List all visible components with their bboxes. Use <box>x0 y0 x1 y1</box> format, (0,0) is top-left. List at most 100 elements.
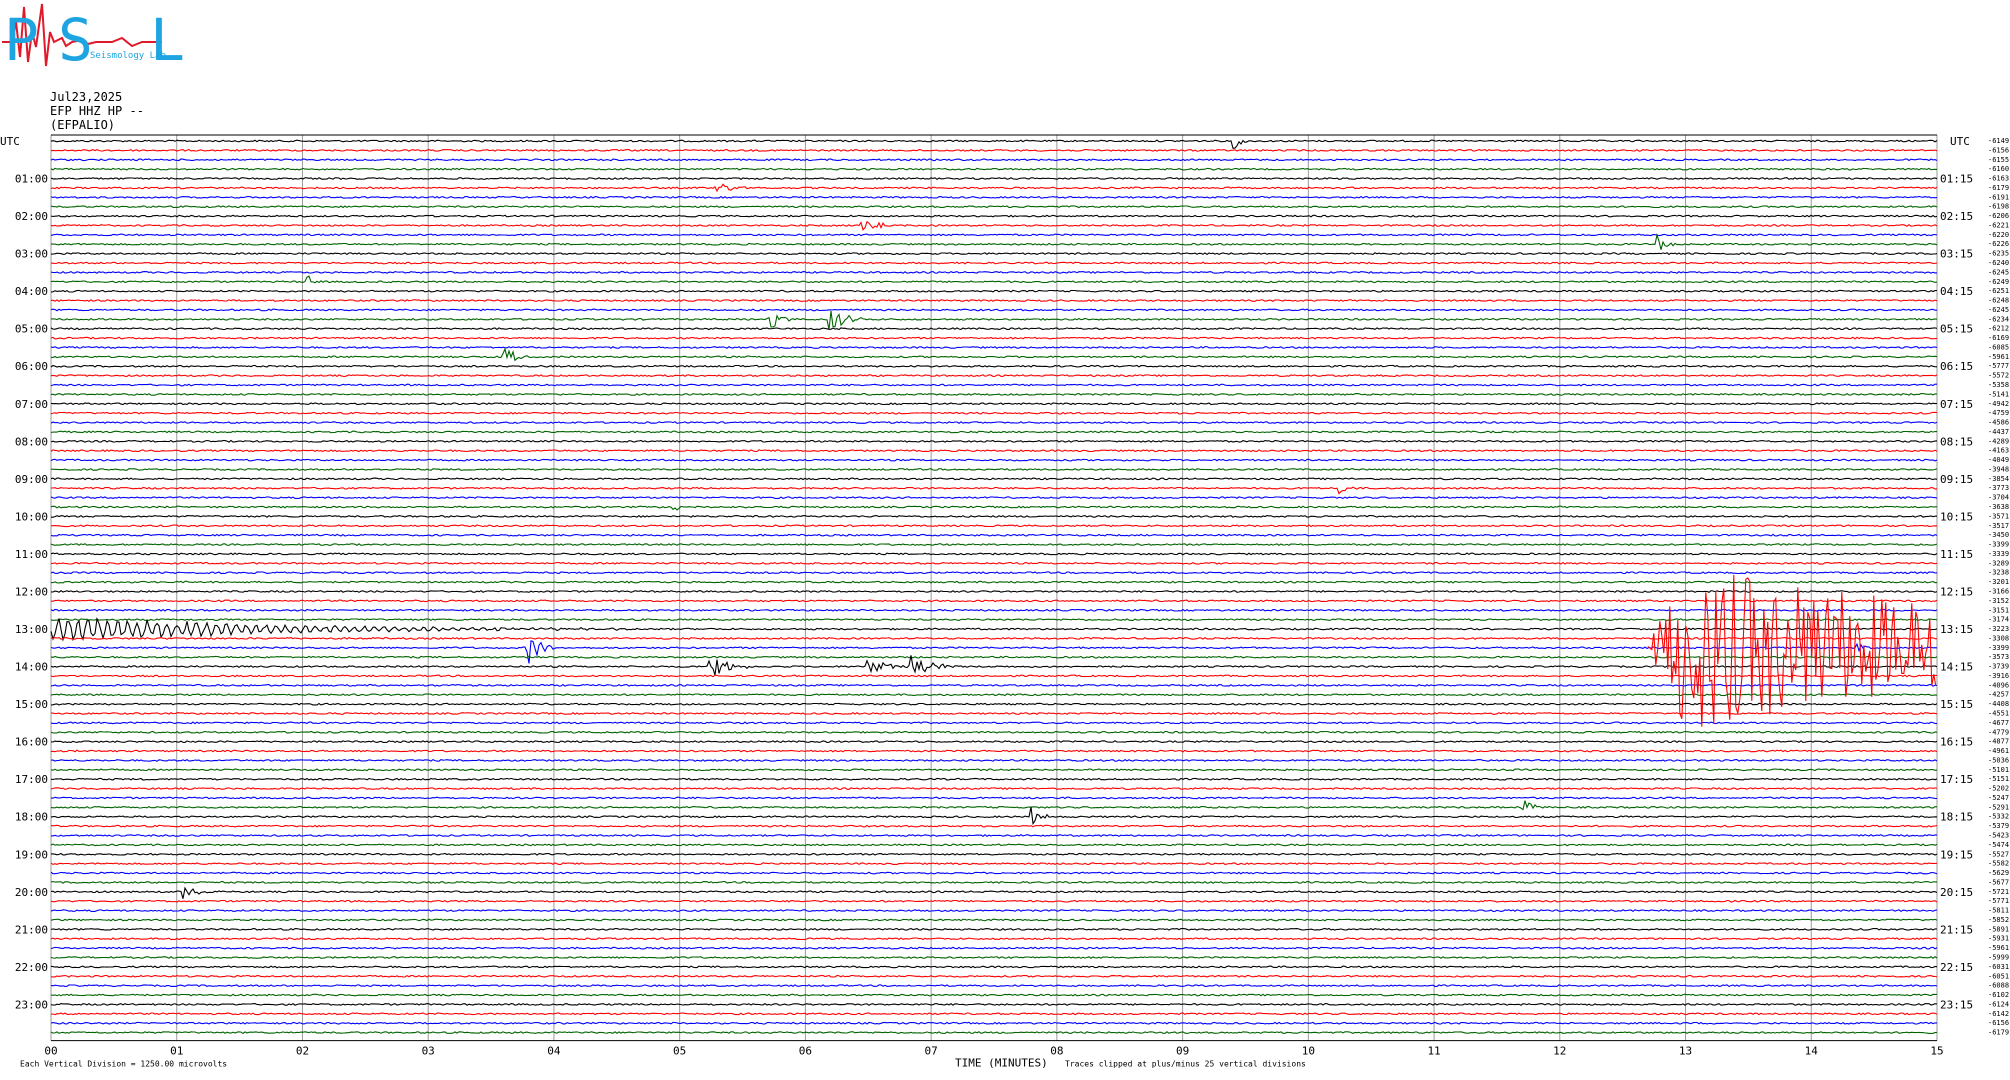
trace-offset-label: -6031 <box>1988 963 2009 971</box>
trace-offset-label: -4551 <box>1988 709 2009 717</box>
trace-offset-label: -6245 <box>1988 306 2009 314</box>
right-hour-label: 15:15 <box>1940 698 1973 711</box>
trace-line <box>50 730 1938 734</box>
x-axis-label: TIME (MINUTES) <box>955 1057 1048 1070</box>
trace-offset-label: -5474 <box>1988 841 2009 849</box>
trace-line <box>50 158 1938 162</box>
right-hour-label: 10:15 <box>1940 510 1973 523</box>
left-hour-label: 22:00 <box>15 961 48 974</box>
trace-offset-label: -6221 <box>1988 221 2009 229</box>
left-hour-label: 01:00 <box>15 173 48 186</box>
trace-line <box>50 871 1938 875</box>
right-hour-label: 18:15 <box>1940 811 1973 824</box>
trace-offset-label: -3704 <box>1988 494 2009 502</box>
trace-line <box>50 796 1938 800</box>
left-hour-label: 06:00 <box>15 360 48 373</box>
trace-offset-label: -3573 <box>1988 653 2009 661</box>
left-utc-label: UTC <box>0 135 20 148</box>
x-tick-label: 06 <box>799 1045 812 1058</box>
trace-line <box>50 693 1938 697</box>
trace-line <box>51 261 1938 265</box>
trace-offset-label: -5771 <box>1988 897 2009 905</box>
trace-line <box>50 674 1938 678</box>
trace-line <box>50 824 1938 828</box>
x-tick-label: 14 <box>1805 1045 1819 1058</box>
trace-offset-label: -5572 <box>1988 372 2009 380</box>
trace-line <box>51 580 1938 584</box>
trace-offset-label: -3166 <box>1988 587 2009 595</box>
trace-offset-label: -5101 <box>1988 766 2009 774</box>
right-hour-label: 21:15 <box>1940 923 1973 936</box>
right-hour-label: 23:15 <box>1940 998 1973 1011</box>
trace-line <box>50 993 1937 997</box>
x-tick-label: 07 <box>925 1045 938 1058</box>
trace-offset-label: -3151 <box>1988 606 2009 614</box>
trace-offset-label: -3201 <box>1988 578 2009 586</box>
trace-offset-label: -6206 <box>1988 212 2009 220</box>
trace-offset-label: -6179 <box>1988 1029 2009 1037</box>
trace-offset-label: -4049 <box>1988 456 2009 464</box>
trace-line <box>50 543 1938 547</box>
trace-line <box>50 183 1938 193</box>
trace-line <box>50 346 1938 349</box>
trace-offset-label: -6102 <box>1988 991 2009 999</box>
trace-offset-label: -3638 <box>1988 503 2009 511</box>
right-hour-label: 06:15 <box>1940 360 1973 373</box>
trace-line <box>50 177 1938 180</box>
trace-line <box>50 561 1938 565</box>
trace-offset-label: -6169 <box>1988 334 2009 342</box>
trace-offset-label: -6251 <box>1988 287 2009 295</box>
trace-offset-label: -6160 <box>1988 165 2009 173</box>
trace-offset-label: -6191 <box>1988 193 2009 201</box>
trace-offset-label: -6179 <box>1988 184 2009 192</box>
logo-caption: Seismology Lab <box>90 51 166 61</box>
trace-line <box>50 636 1938 640</box>
trace-offset-label: -5629 <box>1988 869 2009 877</box>
trace-line <box>50 392 1938 396</box>
x-tick-label: 04 <box>547 1045 561 1058</box>
right-hour-label: 07:15 <box>1940 398 1973 411</box>
trace-line <box>50 787 1938 791</box>
trace-offset-label: -6149 <box>1988 137 2009 145</box>
trace-offset-label: -6085 <box>1988 343 2009 351</box>
trace-offset-label: -6088 <box>1988 982 2009 990</box>
logo-wave <box>2 3 162 67</box>
trace-offset-label: -6234 <box>1988 315 2009 323</box>
trace-line <box>50 974 1938 978</box>
trace-offset-label: -6245 <box>1988 268 2009 276</box>
x-tick-label: 03 <box>422 1045 435 1058</box>
trace-offset-label: -6212 <box>1988 325 2009 333</box>
trace-line <box>50 655 1938 676</box>
right-hour-label: 13:15 <box>1940 623 1973 636</box>
trace-line <box>50 374 1938 378</box>
left-hour-label: 07:00 <box>15 398 48 411</box>
left-hour-label: 10:00 <box>15 510 48 523</box>
left-hour-label: 14:00 <box>15 661 48 674</box>
station-label: (EFPALIO) <box>50 118 116 132</box>
left-hour-label: 16:00 <box>15 736 48 749</box>
x-tick-label: 15 <box>1930 1045 1943 1058</box>
trace-line <box>50 214 1938 218</box>
trace-line <box>50 383 1937 387</box>
trace-line <box>50 843 1938 847</box>
date-label: Jul23,2025 <box>50 90 123 104</box>
trace-offset-label: -4096 <box>1988 681 2009 689</box>
trace-line <box>50 880 1937 884</box>
trace-offset-label: -5247 <box>1988 794 2009 802</box>
trace-line <box>51 758 1938 762</box>
trace-offset-label: -4408 <box>1988 700 2009 708</box>
trace-offset-label: -4289 <box>1988 437 2009 445</box>
x-tick-label: 09 <box>1176 1045 1189 1058</box>
trace-line <box>50 640 1938 664</box>
trace-offset-label: -5141 <box>1988 390 2009 398</box>
left-hour-label: 21:00 <box>15 923 48 936</box>
trace-line <box>50 167 1938 171</box>
trace-offset-label: -6226 <box>1988 240 2009 248</box>
right-hour-label: 14:15 <box>1940 661 1973 674</box>
trace-line <box>50 205 1938 209</box>
trace-offset-label: -3517 <box>1988 522 2009 530</box>
trace-offset-label: -5891 <box>1988 925 2009 933</box>
trace-offset-label: -6051 <box>1988 972 2009 980</box>
trace-offset-label: -5332 <box>1988 813 2009 821</box>
axis-labels: UTC UTC 01:00 02:00 03:00 04:00 05:00 06:00 07:0… <box>0 135 2009 1070</box>
